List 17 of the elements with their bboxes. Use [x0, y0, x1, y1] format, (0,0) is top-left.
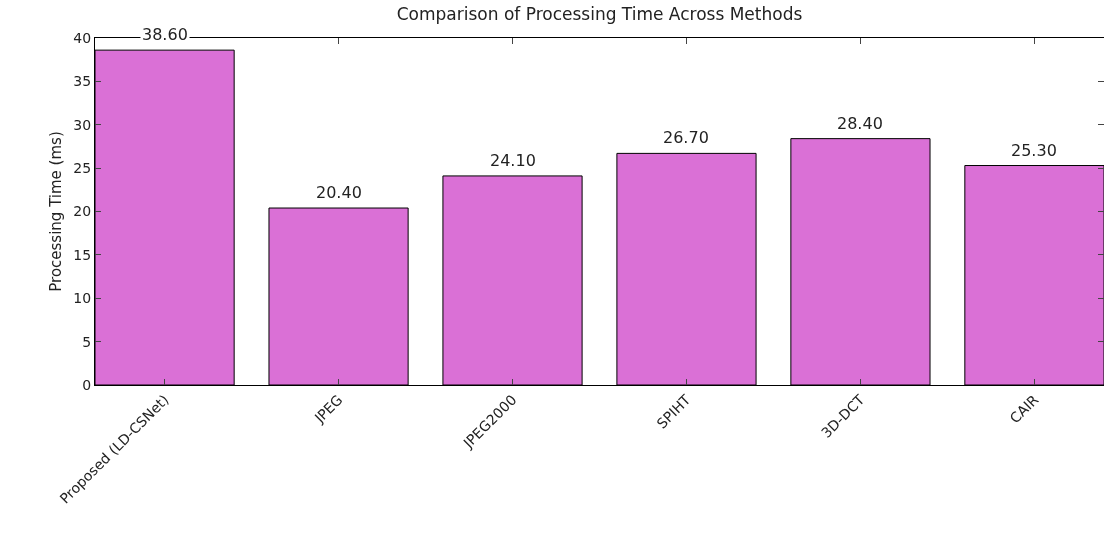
data-label: 26.70 [663, 128, 709, 147]
y-tick-label: 20 [73, 203, 92, 220]
data-label: 38.60 [142, 25, 188, 44]
chart-title: Comparison of Processing Time Across Methods [396, 4, 803, 25]
y-tick-label: 40 [73, 29, 92, 46]
y-tick-label: 15 [73, 246, 92, 263]
y-tick-label: 0 [82, 376, 92, 393]
data-label: 20.40 [316, 183, 362, 202]
y-tick-label: 10 [73, 290, 92, 307]
data-label: 25.30 [1011, 141, 1057, 160]
data-label: 24.10 [490, 151, 536, 170]
data-label: 28.40 [837, 114, 883, 133]
y-tick-label: 35 [73, 73, 92, 90]
y-tick-label: 30 [73, 116, 92, 133]
y-tick-label: 25 [73, 160, 92, 177]
y-axis-title: Processing Time (ms) [46, 131, 65, 292]
y-tick-label: 5 [82, 333, 92, 350]
